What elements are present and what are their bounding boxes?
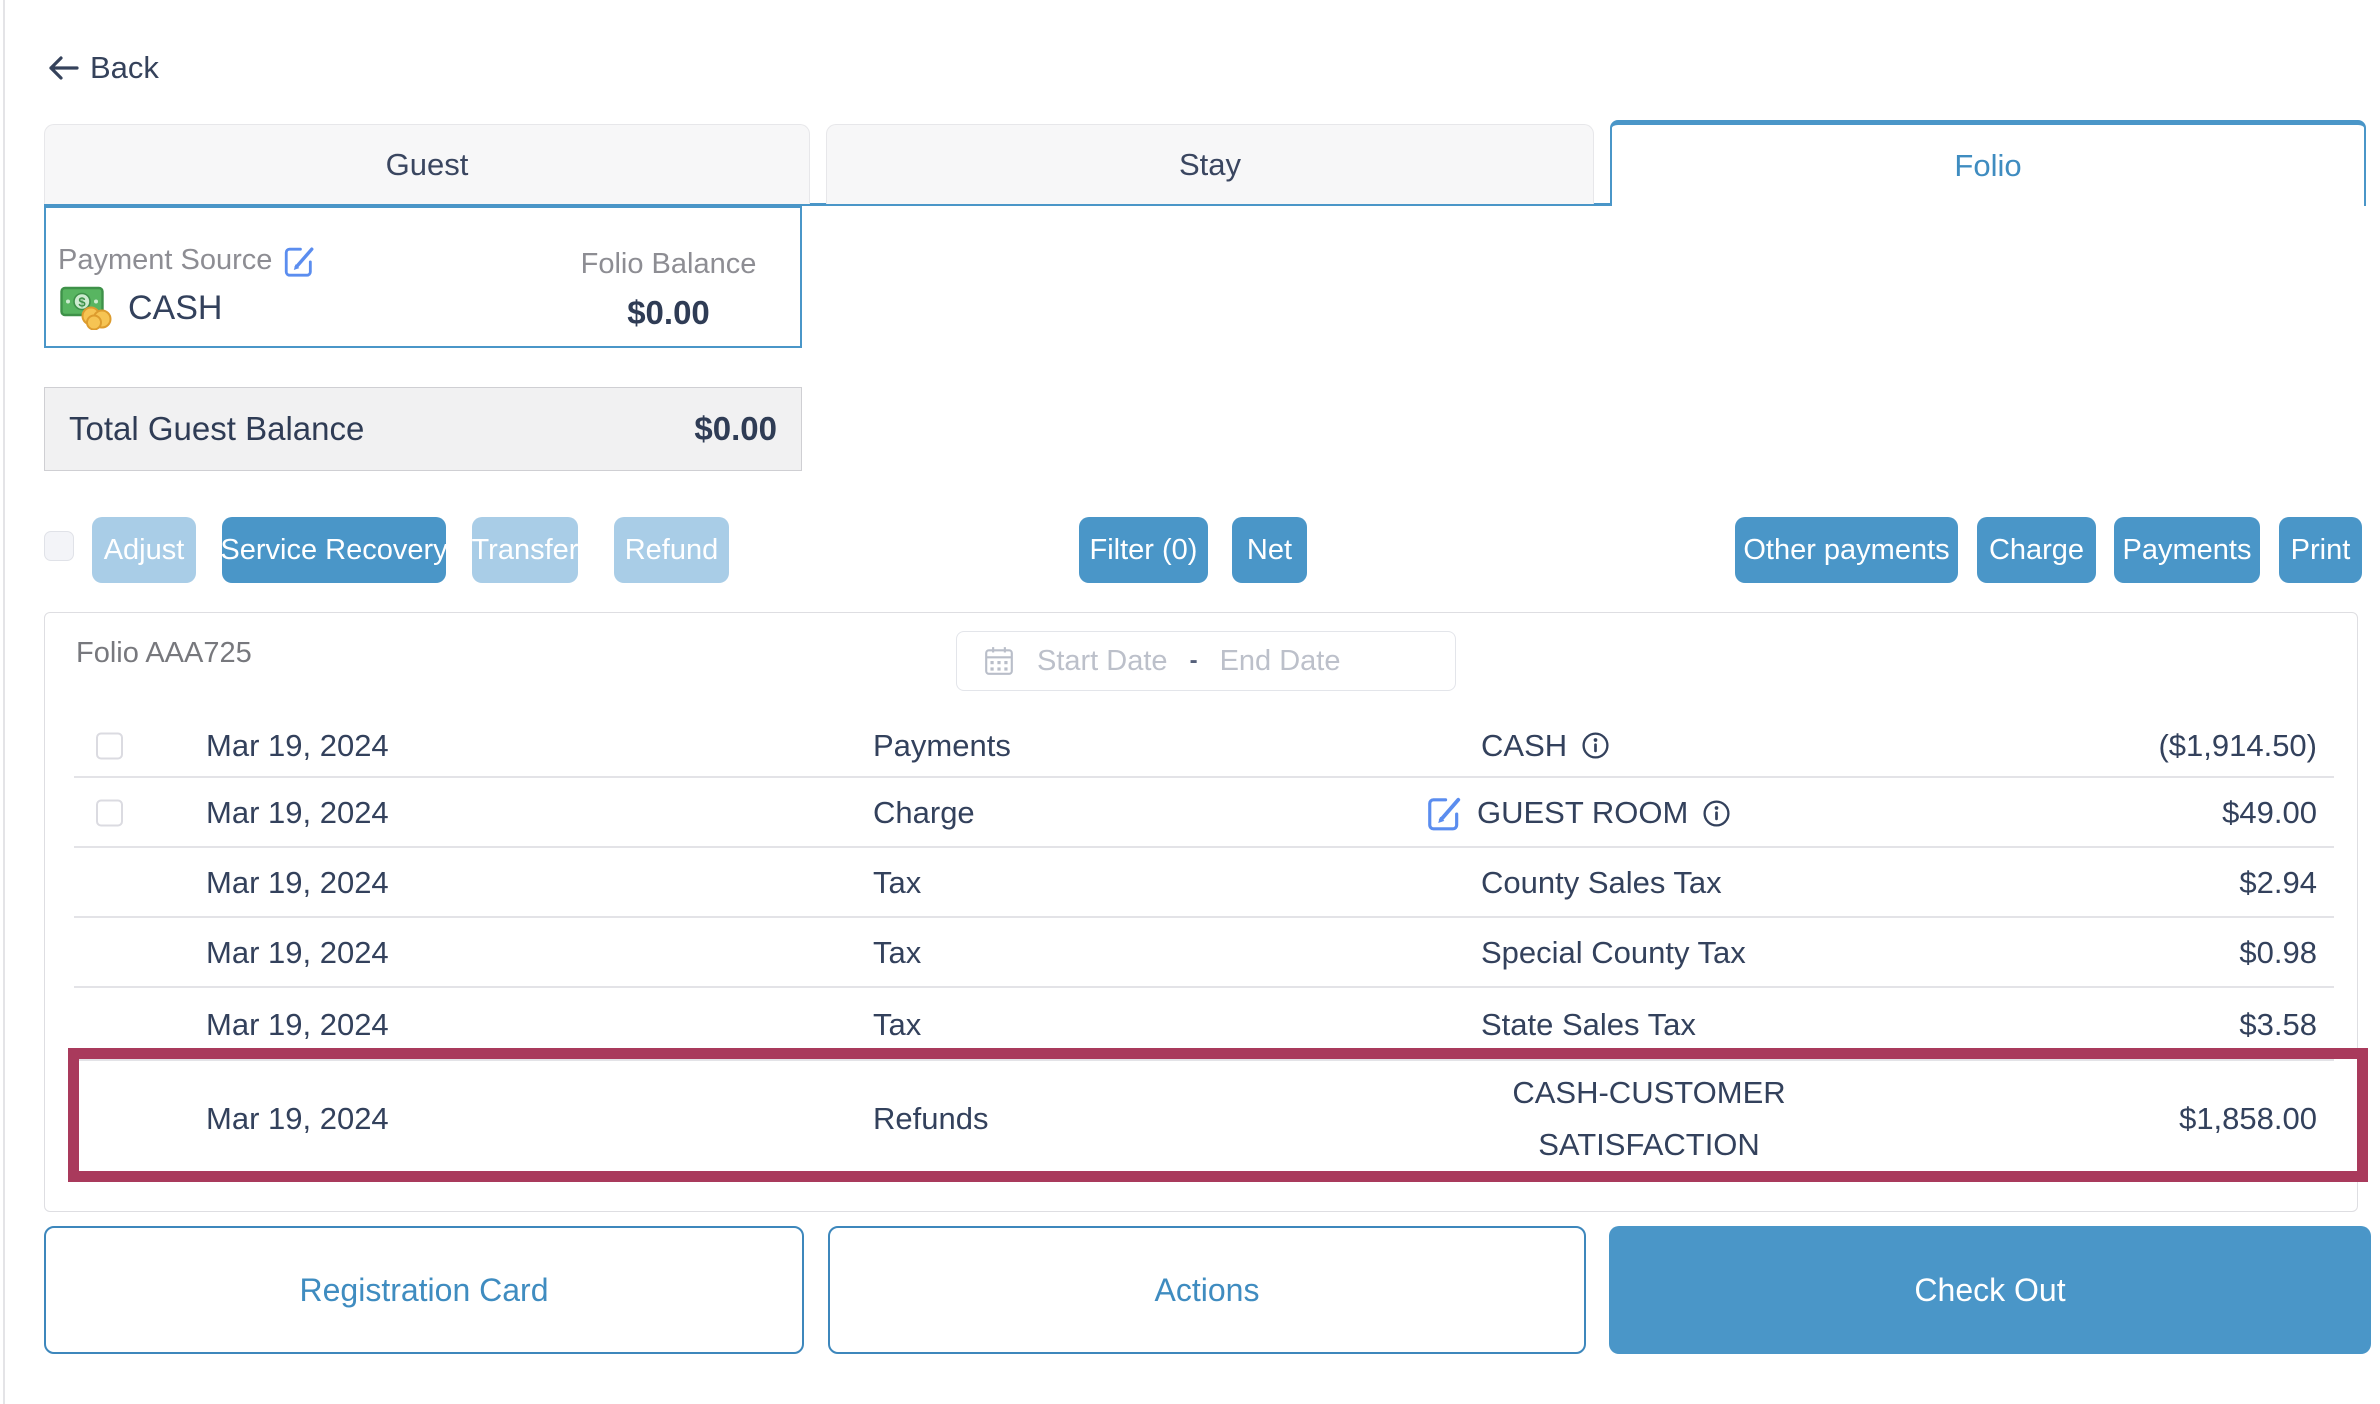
filter-label: Filter (0) [1089, 533, 1198, 566]
arrow-left-icon [49, 56, 79, 80]
payment-source-card: Payment Source $ CASH Folio Balance $0.0… [44, 206, 802, 348]
panel-edge-divider [3, 0, 5, 1404]
row-description-text: GUEST ROOM [1477, 795, 1689, 830]
row-date: Mar 19, 2024 [206, 865, 389, 900]
row-description-text: Special County Tax [1481, 935, 1746, 970]
refund-label: Refund [624, 533, 719, 566]
registration-card-button[interactable]: Registration Card [44, 1226, 804, 1354]
tab-stay[interactable]: Stay [826, 124, 1594, 204]
print-label: Print [2290, 533, 2351, 566]
charge-label: Charge [1988, 533, 2085, 566]
tab-stay-label: Stay [1178, 146, 1242, 182]
row-type: Refunds [873, 1100, 989, 1136]
transfer-button[interactable]: Transfer [472, 517, 578, 583]
row-date: Mar 19, 2024 [206, 727, 389, 763]
refund-button[interactable]: Refund [614, 517, 729, 583]
total-guest-balance-value: $0.00 [694, 410, 777, 447]
row-description: State Sales Tax [1425, 1007, 1895, 1043]
row-date: Mar 19, 2024 [206, 795, 389, 830]
row-description: Special County Tax [1425, 935, 1895, 971]
tab-bar: Guest Stay Folio [44, 120, 2366, 206]
folio-balance-label: Folio Balance [580, 248, 757, 280]
row-type: Tax [873, 935, 922, 970]
table-row: Mar 19, 2024 Tax County Sales Tax $2.94 [45, 848, 2357, 918]
row-type: Payments [873, 727, 1011, 763]
date-range-separator: - [1189, 647, 1198, 674]
actions-label: Actions [1154, 1271, 1260, 1308]
folio-rows: Mar 19, 2024 Payments CASH ($1,914.50) M… [45, 713, 2357, 1176]
back-button[interactable]: Back [46, 50, 159, 86]
registration-card-label: Registration Card [299, 1271, 549, 1308]
payments-button[interactable]: Payments [2114, 517, 2260, 583]
payment-source-label: Payment Source [58, 244, 273, 276]
row-checkbox[interactable] [96, 799, 123, 827]
row-description: CASH-CUSTOMER SATISFACTION [1512, 1074, 1786, 1162]
row-description: CASH [1425, 728, 1895, 764]
table-row: Mar 19, 2024 Charge GUEST ROOM $49.00 [45, 778, 2357, 848]
folio-balance-value: $0.00 [627, 294, 710, 331]
net-label: Net [1246, 533, 1293, 566]
total-guest-balance-bar: Total Guest Balance $0.00 [44, 387, 802, 471]
tab-folio[interactable]: Folio [1610, 120, 2366, 206]
row-amount: $0.98 [2239, 935, 2317, 970]
start-date-input[interactable]: Start Date [1037, 644, 1168, 677]
table-row-highlighted: Mar 19, 2024 Refunds CASH-CUSTOMER SATIS… [45, 1061, 2357, 1176]
cash-icon: $ [60, 286, 112, 330]
select-all-checkbox[interactable] [44, 531, 74, 561]
row-type: Tax [873, 865, 922, 900]
adjust-label: Adjust [103, 533, 185, 566]
check-out-label: Check Out [1914, 1271, 2066, 1308]
row-description-text: County Sales Tax [1481, 865, 1722, 900]
row-amount: $3.58 [2239, 1006, 2317, 1042]
row-description: GUEST ROOM [1425, 794, 1895, 832]
other-payments-button[interactable]: Other payments [1735, 517, 1958, 583]
row-description-text: State Sales Tax [1481, 1006, 1696, 1042]
actions-button[interactable]: Actions [828, 1226, 1586, 1354]
folio-table-container: Folio AAA725 Start Date - End Date Mar 1… [44, 612, 2358, 1212]
calendar-icon [985, 647, 1013, 675]
row-amount: $2.94 [2239, 865, 2317, 900]
total-guest-balance-label: Total Guest Balance [69, 410, 365, 447]
net-button[interactable]: Net [1232, 517, 1307, 583]
filter-button[interactable]: Filter (0) [1079, 517, 1208, 583]
info-icon[interactable] [1581, 731, 1610, 760]
row-amount: $1,858.00 [2179, 1100, 2317, 1136]
table-row: Mar 19, 2024 Payments CASH ($1,914.50) [45, 713, 2357, 778]
charge-button[interactable]: Charge [1977, 517, 2096, 583]
tab-folio-label: Folio [1954, 147, 2022, 183]
row-type: Charge [873, 795, 975, 830]
row-amount: $49.00 [2222, 795, 2317, 830]
edit-icon[interactable] [1425, 794, 1463, 832]
folio-title: Folio AAA725 [76, 637, 252, 669]
other-payments-label: Other payments [1743, 533, 1950, 566]
service-recovery-button[interactable]: Service Recovery [220, 517, 448, 583]
payment-method-value: CASH [128, 288, 223, 327]
row-type: Tax [873, 1006, 922, 1042]
row-amount: ($1,914.50) [2158, 727, 2317, 763]
row-description: County Sales Tax [1425, 865, 1895, 901]
check-out-button[interactable]: Check Out [1609, 1226, 2371, 1354]
row-description-text: CASH [1481, 727, 1568, 763]
service-recovery-label: Service Recovery [220, 533, 448, 566]
print-button[interactable]: Print [2279, 517, 2362, 583]
tab-guest[interactable]: Guest [44, 124, 810, 204]
date-range-picker[interactable]: Start Date - End Date [956, 631, 1456, 691]
info-icon[interactable] [1702, 799, 1731, 828]
table-row: Mar 19, 2024 Tax State Sales Tax $3.58 [45, 988, 2357, 1061]
payments-label: Payments [2122, 533, 2252, 566]
tab-guest-label: Guest [385, 146, 469, 182]
edit-icon[interactable] [282, 244, 316, 278]
row-date: Mar 19, 2024 [206, 1100, 389, 1136]
row-date: Mar 19, 2024 [206, 935, 389, 970]
svg-text:$: $ [78, 295, 86, 310]
adjust-button[interactable]: Adjust [92, 517, 196, 583]
transfer-label: Transfer [471, 533, 579, 566]
row-checkbox[interactable] [96, 732, 123, 759]
row-date: Mar 19, 2024 [206, 1006, 389, 1042]
tab-underline [44, 203, 1610, 206]
table-row: Mar 19, 2024 Tax Special County Tax $0.9… [45, 918, 2357, 988]
back-label: Back [90, 50, 159, 85]
end-date-input[interactable]: End Date [1219, 644, 1341, 677]
